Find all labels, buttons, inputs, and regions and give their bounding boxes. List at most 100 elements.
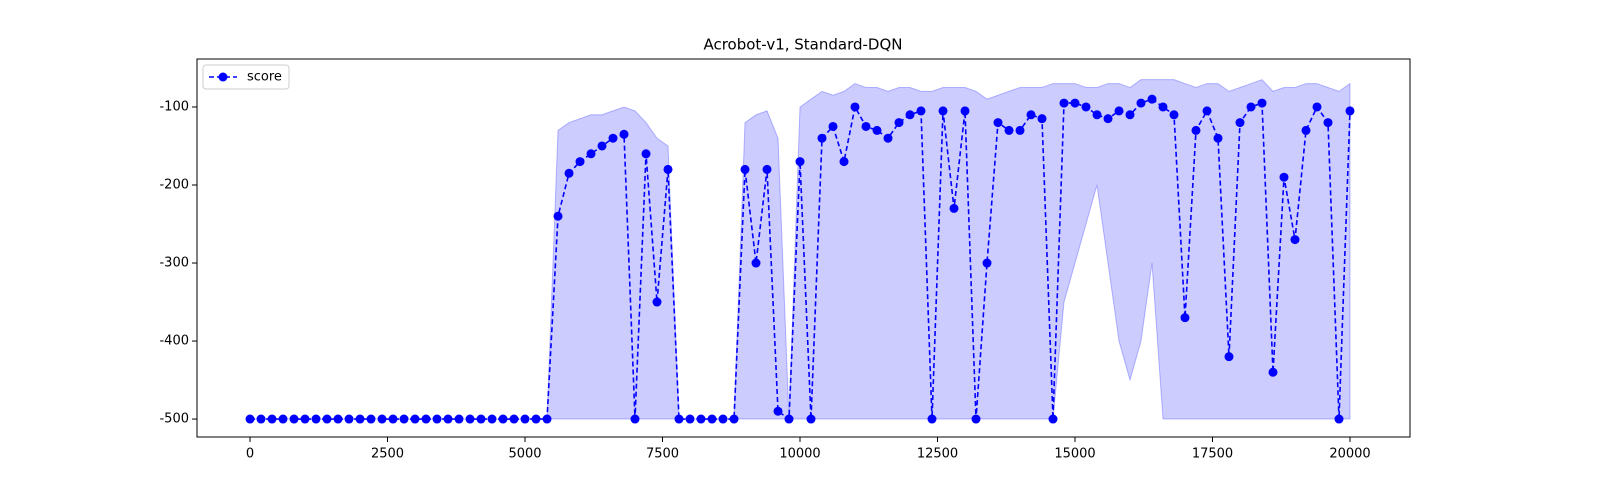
point [509, 414, 519, 424]
point [773, 406, 783, 416]
point [355, 414, 365, 424]
point [883, 133, 893, 143]
point [278, 414, 288, 424]
x-tick-label: 12500 [917, 447, 958, 462]
point [1048, 414, 1058, 424]
point [300, 414, 310, 424]
point [652, 297, 662, 307]
point [1279, 172, 1289, 182]
point [476, 414, 486, 424]
x-tick-label: 5000 [508, 447, 541, 462]
point [399, 414, 409, 424]
point [916, 106, 926, 116]
point [993, 118, 1003, 128]
point [696, 414, 706, 424]
legend-box [202, 64, 290, 90]
legend-label: score [247, 70, 282, 85]
point [619, 129, 629, 139]
point [1246, 102, 1256, 112]
plot-frame [196, 58, 1411, 438]
x-tick-label: 2500 [371, 447, 404, 462]
point [344, 414, 354, 424]
point [1004, 125, 1014, 135]
point [333, 414, 343, 424]
point [1103, 114, 1113, 124]
point [432, 414, 442, 424]
point [960, 106, 970, 116]
y-tick-label: -200 [159, 178, 189, 193]
point [1191, 125, 1201, 135]
point [564, 168, 574, 178]
point [443, 414, 453, 424]
point [421, 414, 431, 424]
point [1268, 367, 1278, 377]
point [1015, 125, 1025, 135]
point [366, 414, 376, 424]
point [641, 149, 651, 159]
point [553, 211, 563, 221]
point [1312, 102, 1322, 112]
x-tick-label: 15000 [1054, 447, 1095, 462]
y-tick-label: -100 [159, 99, 189, 114]
point [1290, 235, 1300, 245]
point [520, 414, 530, 424]
point [1213, 133, 1223, 143]
point [949, 203, 959, 213]
point [608, 133, 618, 143]
x-tick-label: 20000 [1329, 447, 1370, 462]
point [1202, 106, 1212, 116]
point [927, 414, 937, 424]
point [256, 414, 266, 424]
point [795, 157, 805, 167]
y-tick-label: -300 [159, 256, 189, 271]
point [729, 414, 739, 424]
point [498, 414, 508, 424]
point [707, 414, 717, 424]
point [487, 414, 497, 424]
point [740, 164, 750, 174]
point [1114, 106, 1124, 116]
point [839, 157, 849, 167]
point [1059, 98, 1069, 108]
point [1026, 110, 1036, 120]
point [586, 149, 596, 159]
point [685, 414, 695, 424]
point [531, 414, 541, 424]
point [828, 121, 838, 131]
point [894, 118, 904, 128]
chart-title: Acrobot-v1, Standard-DQN [703, 36, 902, 54]
point [267, 414, 277, 424]
x-tick-label: 7500 [646, 447, 679, 462]
point [1070, 98, 1080, 108]
point [905, 110, 915, 120]
point [762, 164, 772, 174]
legend-marker [218, 72, 228, 82]
point [850, 102, 860, 112]
point [1180, 313, 1190, 323]
point [311, 414, 321, 424]
point [630, 414, 640, 424]
point [1147, 94, 1157, 104]
point [289, 414, 299, 424]
point [377, 414, 387, 424]
point [388, 414, 398, 424]
x-tick-label: 17500 [1192, 447, 1233, 462]
point [1092, 110, 1102, 120]
point [674, 414, 684, 424]
point [1169, 110, 1179, 120]
band [250, 79, 1351, 420]
point [1334, 414, 1344, 424]
point [1158, 102, 1168, 112]
point [784, 414, 794, 424]
point [410, 414, 420, 424]
point [1345, 106, 1355, 116]
point [1257, 98, 1267, 108]
point [982, 258, 992, 268]
point [597, 141, 607, 151]
point [1081, 102, 1091, 112]
point [542, 414, 552, 424]
y-tick-label: -500 [159, 412, 189, 427]
point [1235, 118, 1245, 128]
